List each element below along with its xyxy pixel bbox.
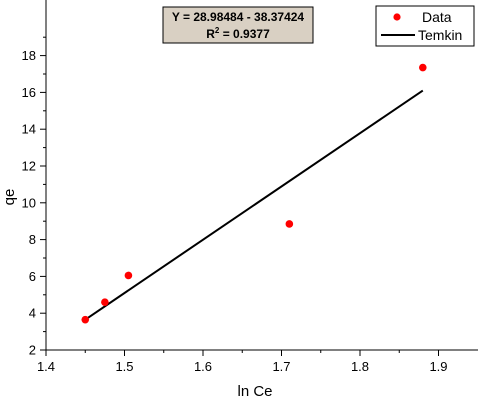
y-tick-label: 8	[29, 232, 36, 247]
data-point	[285, 220, 294, 228]
equation-box-background	[162, 6, 314, 44]
y-tick-label: 14	[22, 122, 36, 137]
x-tick-label: 1.5	[115, 359, 133, 374]
r-squared-superscript: 2	[215, 26, 220, 35]
r-squared-text: R2 = 0.9377	[206, 26, 270, 41]
legend-data-marker	[393, 13, 401, 21]
legend: Data Temkin	[375, 5, 475, 47]
equation-text: Y = 28.98484 - 38.37424	[172, 10, 305, 24]
data-points	[81, 63, 427, 324]
y-tick-label: 10	[22, 195, 36, 210]
data-point	[81, 315, 90, 324]
x-tick-label: 1.7	[272, 359, 290, 374]
x-axis-label: ln Ce	[237, 383, 272, 400]
data-point	[124, 271, 133, 280]
temkin-fit-line	[84, 89, 424, 321]
legend-box	[375, 5, 475, 47]
legend-label-data: Data	[422, 9, 452, 25]
x-tick-label: 1.9	[429, 359, 447, 374]
r-squared-value: = 0.9377	[219, 27, 270, 41]
r-squared-label: R	[206, 27, 215, 41]
temkin-fit-line-group	[84, 89, 424, 321]
y-axis: 2 4 6 8 10 12 14 16 18	[22, 36, 46, 358]
y-tick-label: 6	[29, 269, 36, 284]
legend-label-temkin: Temkin	[418, 27, 462, 43]
data-point	[101, 298, 109, 306]
y-tick-label: 12	[22, 159, 36, 174]
equation-box: Y = 28.98484 - 38.37424 R2 = 0.9377	[162, 6, 314, 44]
data-point	[419, 63, 427, 72]
x-tick-label: 1.4	[37, 359, 55, 374]
y-tick-label: 16	[22, 85, 36, 100]
y-tick-label: 18	[22, 48, 36, 63]
x-tick-label: 1.6	[194, 359, 212, 374]
y-tick-label: 2	[29, 343, 36, 358]
x-axis: 1.4 1.5 1.6 1.7 1.8 1.9	[37, 350, 448, 374]
x-tick-label: 1.8	[351, 359, 369, 374]
y-axis-label: qe	[1, 189, 18, 206]
plot-frame	[45, 0, 478, 351]
y-tick-label: 4	[29, 306, 36, 321]
